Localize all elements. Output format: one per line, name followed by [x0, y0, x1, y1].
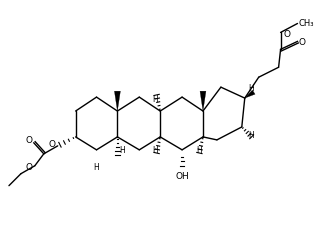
Text: H: H — [119, 146, 125, 155]
Polygon shape — [200, 91, 206, 111]
Text: CH₃: CH₃ — [299, 19, 314, 28]
Polygon shape — [114, 91, 120, 111]
Text: H: H — [94, 163, 100, 172]
Text: O: O — [25, 136, 32, 145]
Text: H: H — [248, 84, 254, 93]
Text: O: O — [283, 30, 290, 39]
Text: H: H — [248, 131, 254, 140]
Text: O: O — [299, 38, 306, 47]
Polygon shape — [245, 90, 255, 98]
Text: H: H — [152, 95, 158, 104]
Text: OH: OH — [175, 172, 189, 181]
Text: O: O — [48, 140, 55, 149]
Text: H: H — [152, 146, 158, 155]
Text: H: H — [196, 146, 202, 155]
Text: O: O — [25, 163, 32, 172]
